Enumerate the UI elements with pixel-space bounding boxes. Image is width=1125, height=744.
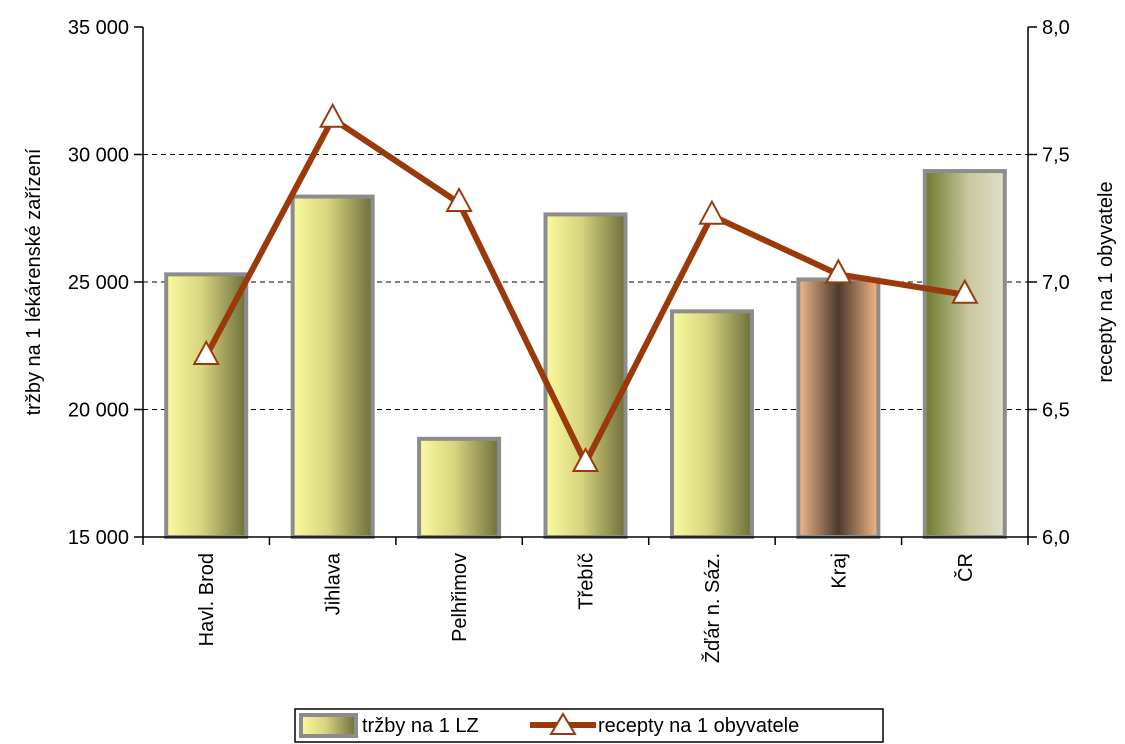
x-tick-label: Pelhřimov	[449, 553, 471, 642]
bar-t-eb-	[543, 212, 628, 540]
x-tick-label: Havl. Brod	[196, 553, 218, 646]
bar--r	[922, 169, 1007, 539]
right-y-tick-label: 7,0	[1042, 272, 1070, 294]
left-y-tick-labels: 15 000 20 000 25 000 30 000 35 000	[68, 17, 129, 549]
legend-marker-icon	[549, 712, 577, 735]
x-tick-label: ČR	[954, 553, 977, 582]
legend-label-line: recepty na 1 obyvatele	[598, 715, 799, 737]
left-axis-title: tržby na 1 lékárenské zařízení	[23, 148, 45, 415]
right-y-tick-labels: 6,0 6,5 7,0 7,5 8,0	[1042, 17, 1070, 549]
bar--r-n-s-z-	[669, 309, 754, 540]
line-marker	[445, 186, 473, 212]
right-axis-title: recepty na 1 obyvatele	[1095, 181, 1117, 382]
x-tick-label: Jihlava	[323, 552, 345, 615]
line-marker	[318, 102, 347, 128]
line-marker	[571, 446, 600, 473]
line-marker	[192, 339, 220, 365]
bar-havl-brod	[164, 272, 249, 539]
right-y-tick-label: 6,0	[1042, 527, 1070, 549]
left-y-tick-label: 15 000	[68, 527, 129, 549]
line-marker	[824, 258, 853, 284]
x-tick-labels: Havl. Brod Jihlava Pelhřimov Třebíč Žďár n. …	[196, 552, 977, 663]
x-tick-label: Žďár n. Sáz.	[701, 553, 724, 663]
legend-label-bar: tržby na 1 LZ	[362, 715, 479, 737]
legend: tržby na 1 LZ recepty na 1 obyvatele	[294, 708, 884, 743]
left-y-tick-label: 20 000	[68, 400, 129, 422]
legend-swatch-bar	[299, 713, 358, 738]
axes	[134, 26, 1037, 545]
line-marker	[951, 278, 979, 304]
right-y-tick-label: 6,5	[1042, 400, 1070, 422]
bar-kraj	[796, 277, 881, 539]
bar-pelh-imov	[417, 436, 502, 540]
line-series	[192, 102, 979, 473]
line-marker	[698, 199, 726, 225]
bar-series	[164, 169, 1007, 540]
bar-jihlava	[290, 194, 375, 539]
right-y-tick-label: 7,5	[1042, 145, 1070, 167]
left-y-tick-label: 30 000	[68, 145, 129, 167]
x-tick-label: Třebíč	[576, 553, 598, 610]
left-y-tick-label: 25 000	[68, 272, 129, 294]
x-tick-label: Kraj	[828, 553, 850, 589]
left-y-tick-label: 35 000	[68, 17, 129, 39]
right-y-tick-label: 8,0	[1042, 17, 1070, 39]
